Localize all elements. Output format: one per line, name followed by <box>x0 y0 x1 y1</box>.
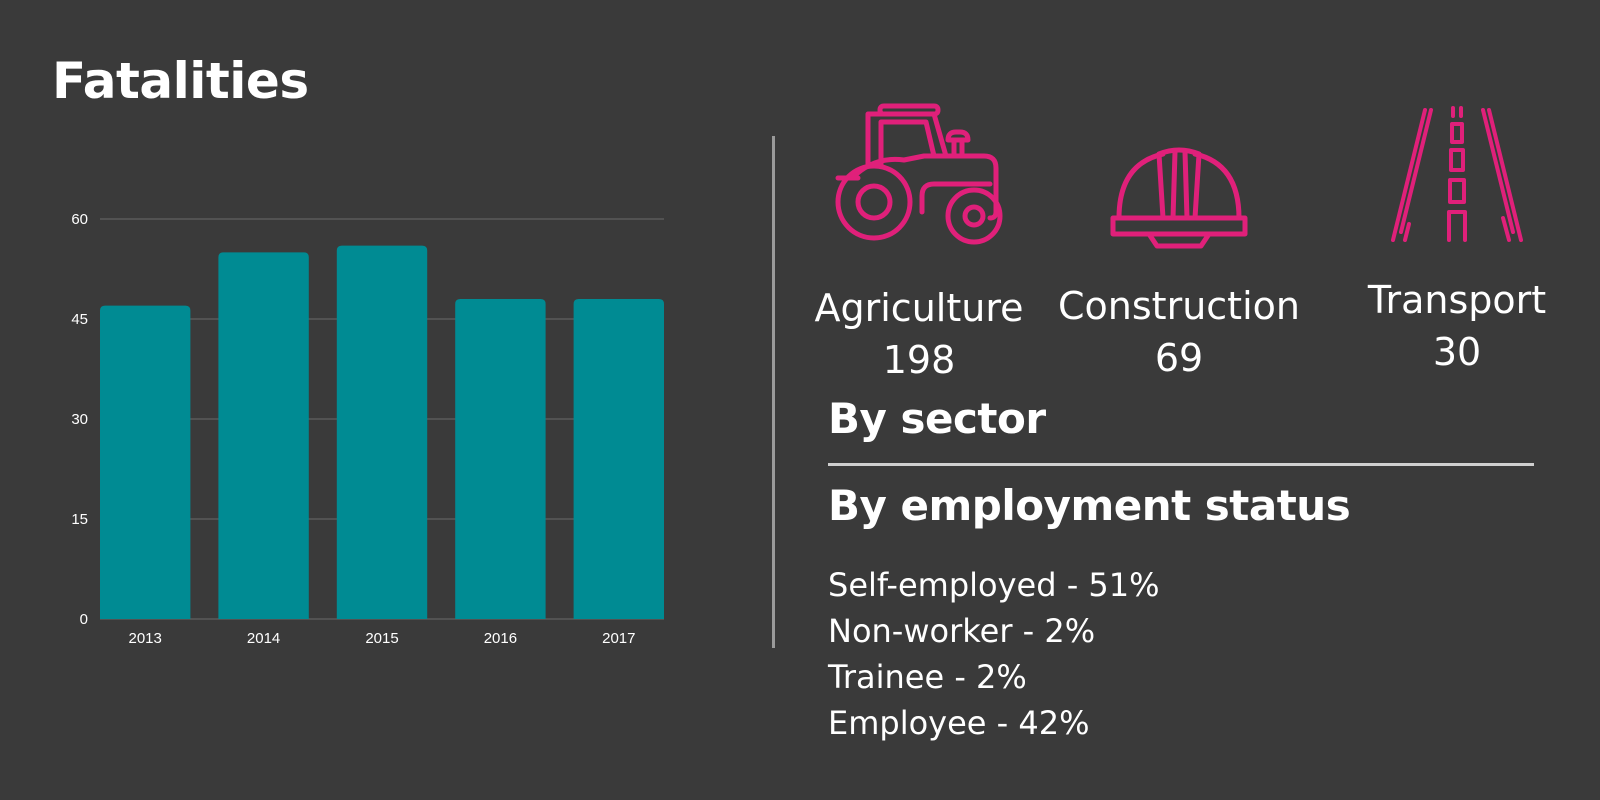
sector-value: 69 <box>1154 336 1204 380</box>
y-tick-label: 15 <box>71 511 88 528</box>
tractor-icon <box>835 103 1003 245</box>
sector-transport: Transport 30 <box>1327 106 1587 378</box>
list-item: Employee - 42% <box>828 704 1090 742</box>
fatalities-bar-chart: 0 15 30 45 60 2013 2014 2015 2016 2017 <box>71 211 664 647</box>
employment-status-list: Self-employed - 51% Non-worker - 2% Trai… <box>828 562 1160 746</box>
y-tick-label: 60 <box>71 211 88 228</box>
list-item: Self-employed - 51% <box>828 566 1160 604</box>
x-tick-label: 2017 <box>602 630 635 647</box>
page-title: Fatalities <box>52 52 309 110</box>
sector-construction: Construction 69 <box>1049 146 1309 384</box>
sector-name: Agriculture <box>814 286 1024 330</box>
hard-hat-icon <box>1110 147 1248 249</box>
list-item: Non-worker - 2% <box>828 612 1096 650</box>
sector-value: 30 <box>1432 330 1482 374</box>
road-icon <box>1391 106 1523 242</box>
bar-2013 <box>100 305 191 619</box>
by-employment-heading: By employment status <box>828 481 1351 530</box>
y-tick-label: 45 <box>71 311 88 328</box>
bar-2016 <box>455 299 546 619</box>
sector-value: 198 <box>882 338 956 382</box>
bar-2015 <box>336 245 428 619</box>
bar-2017 <box>573 299 664 619</box>
x-tick-label: 2016 <box>484 630 517 647</box>
sector-name: Transport <box>1367 278 1547 322</box>
y-tick-label: 0 <box>80 611 88 628</box>
bar-2014 <box>218 252 309 620</box>
by-sector-heading: By sector <box>828 394 1046 443</box>
x-tick-label: 2014 <box>247 630 280 647</box>
vertical-divider <box>772 136 775 648</box>
x-tick-label: 2015 <box>365 630 398 647</box>
sector-name: Construction <box>1058 284 1300 328</box>
x-tick-label: 2013 <box>129 630 162 647</box>
sector-agriculture: Agriculture 198 <box>789 100 1049 386</box>
y-tick-label: 30 <box>71 411 88 428</box>
list-item: Trainee - 2% <box>828 658 1027 696</box>
horizontal-rule <box>828 463 1534 466</box>
